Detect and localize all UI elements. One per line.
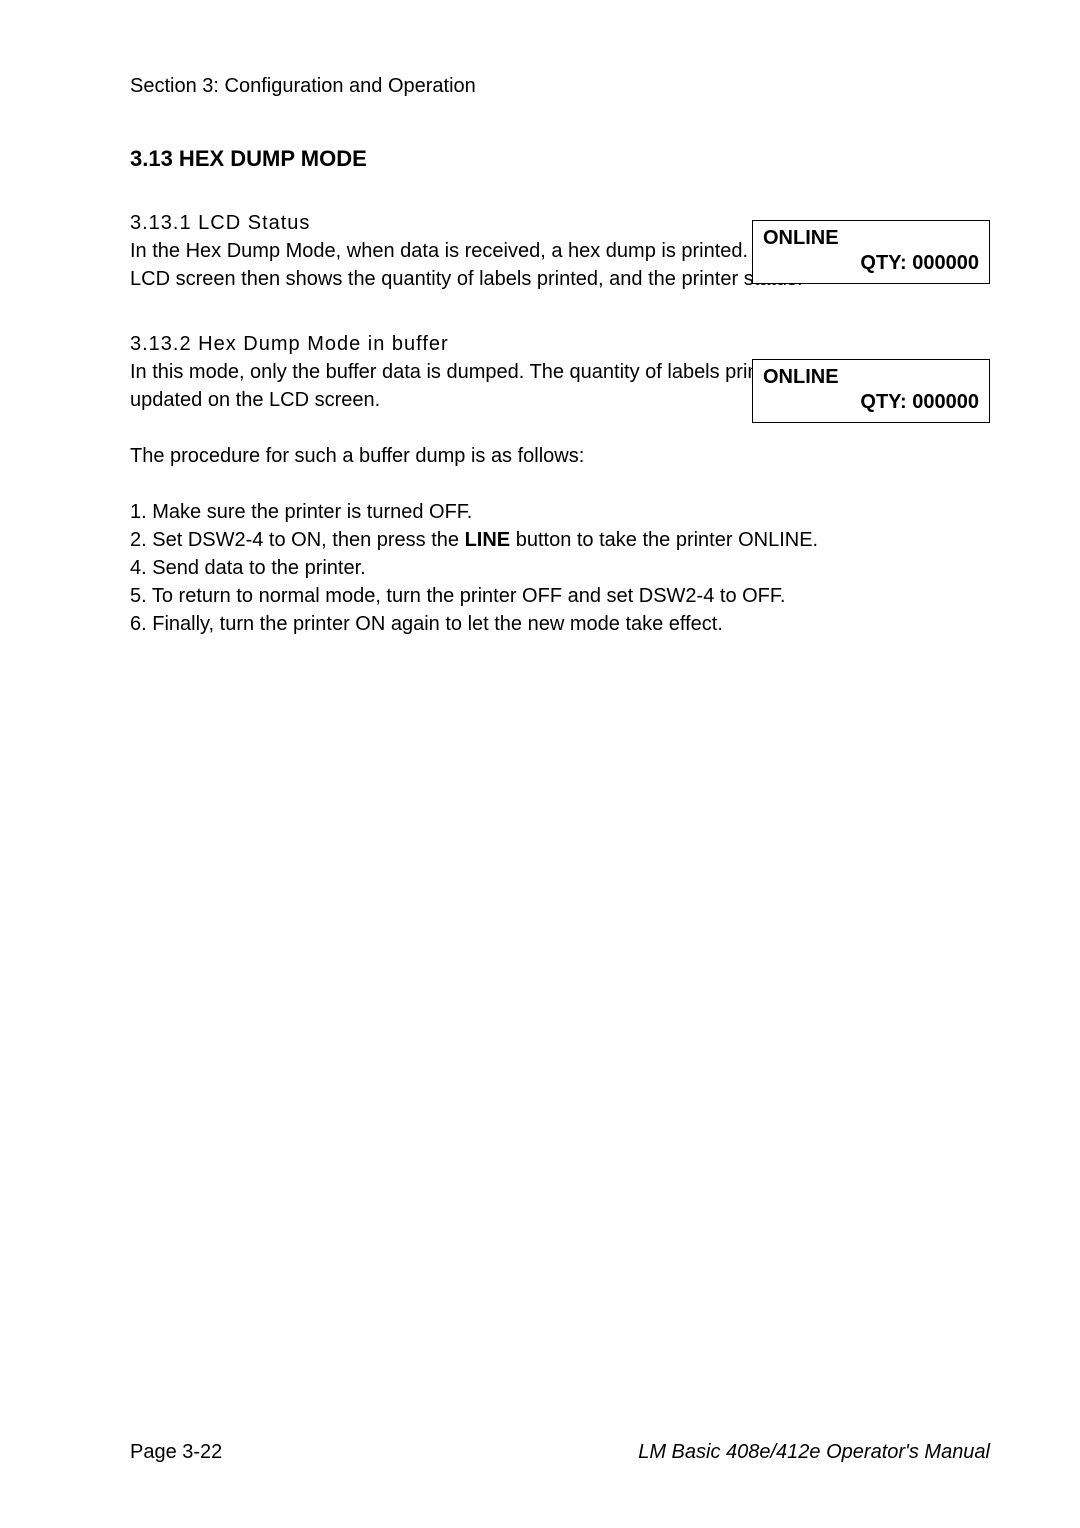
page-footer: Page 3-22 LM Basic 408e/412e Operator's … — [130, 1441, 990, 1464]
para-3-13-2b: The procedure for such a buffer dump is … — [130, 442, 810, 470]
para-3-13-2a: In this mode, only the buffer data is du… — [130, 358, 810, 414]
lcd-qty-line: QTY: 000000 — [763, 252, 979, 275]
step-1: 1. Make sure the printer is turned OFF. — [130, 498, 990, 526]
subheading-3-13-2: 3.13.2 Hex Dump Mode in buffer — [130, 333, 990, 356]
section-3-13-1: ONLINE QTY: 000000 3.13.1 LCD Status In … — [130, 212, 990, 293]
step-6: 6. Finally, turn the printer ON again to… — [130, 610, 990, 638]
step-5: 5. To return to normal mode, turn the pr… — [130, 582, 990, 610]
content-wrap: ONLINE QTY: 000000 3.13.1 LCD Status In … — [130, 212, 990, 638]
section-3-13-2: ONLINE QTY: 000000 3.13.2 Hex Dump Mode … — [130, 333, 990, 470]
section-header: Section 3: Configuration and Operation — [130, 75, 990, 98]
step-2: 2. Set DSW2-4 to ON, then press the LINE… — [130, 526, 990, 554]
lcd-qty-line: QTY: 000000 — [763, 391, 979, 414]
page-number: Page 3-22 — [130, 1441, 222, 1464]
step-4: 4. Send data to the printer. — [130, 554, 990, 582]
step-2-text-b: button to take the printer ONLINE. — [510, 529, 818, 551]
step-2-text-a: 2. Set DSW2-4 to ON, then press the — [130, 529, 465, 551]
lcd-display-2: ONLINE QTY: 000000 — [752, 359, 990, 423]
lcd-status-line: ONLINE — [763, 227, 979, 250]
para-3-13-1: In the Hex Dump Mode, when data is recei… — [130, 237, 810, 293]
lcd-status-line: ONLINE — [763, 366, 979, 389]
procedure-steps: 1. Make sure the printer is turned OFF. … — [130, 498, 990, 638]
lcd-display-1: ONLINE QTY: 000000 — [752, 220, 990, 284]
step-2-bold: LINE — [465, 529, 511, 551]
main-heading: 3.13 HEX DUMP MODE — [130, 146, 990, 172]
manual-title: LM Basic 408e/412e Operator's Manual — [638, 1441, 990, 1464]
